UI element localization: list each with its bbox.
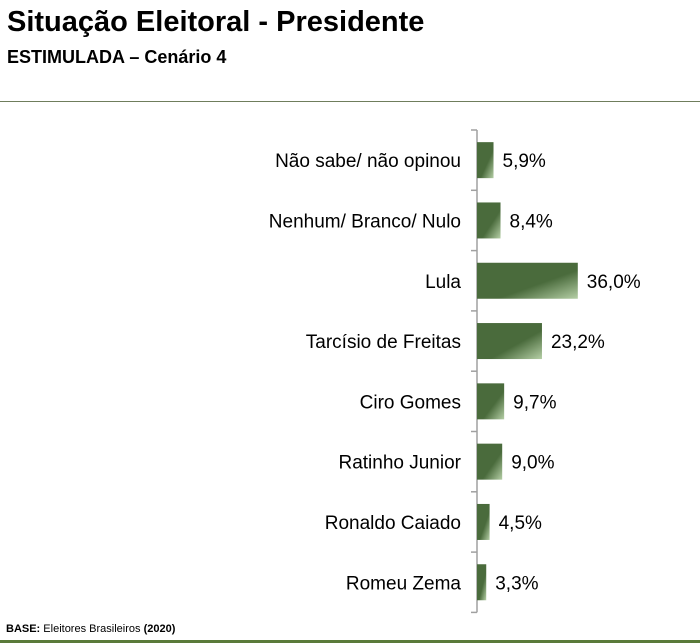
category-label: Ciro Gomes — [360, 392, 461, 413]
data-label: 8,4% — [510, 211, 553, 232]
data-label: 23,2% — [551, 332, 605, 353]
page-subtitle: ESTIMULADA – Cenário 4 — [7, 47, 227, 67]
bar — [477, 323, 542, 360]
data-label: 5,9% — [503, 151, 546, 172]
base-year: (2020) — [143, 623, 176, 635]
bar — [477, 262, 578, 299]
category-label: Ratinho Junior — [338, 453, 461, 474]
base-note: BASE: Eleitores Brasileiros (2020) — [6, 623, 175, 635]
category-label: Tarcísio de Freitas — [306, 332, 461, 353]
category-label: Romeu Zema — [346, 573, 462, 594]
bar — [477, 202, 501, 239]
base-label: BASE: — [6, 623, 41, 635]
page-title: Situação Eleitoral - Presidente — [7, 6, 425, 38]
bar — [477, 443, 503, 480]
bar — [477, 383, 505, 420]
footer-divider — [0, 640, 700, 643]
data-label: 9,7% — [513, 392, 556, 413]
data-label: 3,3% — [495, 573, 538, 594]
header-divider — [0, 101, 700, 102]
bar — [477, 142, 494, 179]
category-label: Não sabe/ não opinou — [275, 151, 461, 172]
base-text: Eleitores Brasileiros — [40, 623, 144, 635]
data-label: 4,5% — [499, 513, 542, 534]
category-label: Lula — [425, 272, 461, 293]
data-label: 9,0% — [511, 453, 554, 474]
category-label: Nenhum/ Branco/ Nulo — [269, 211, 461, 232]
data-label: 36,0% — [587, 272, 641, 293]
bar — [477, 564, 487, 601]
bar — [477, 503, 490, 540]
category-label: Ronaldo Caiado — [325, 513, 461, 534]
